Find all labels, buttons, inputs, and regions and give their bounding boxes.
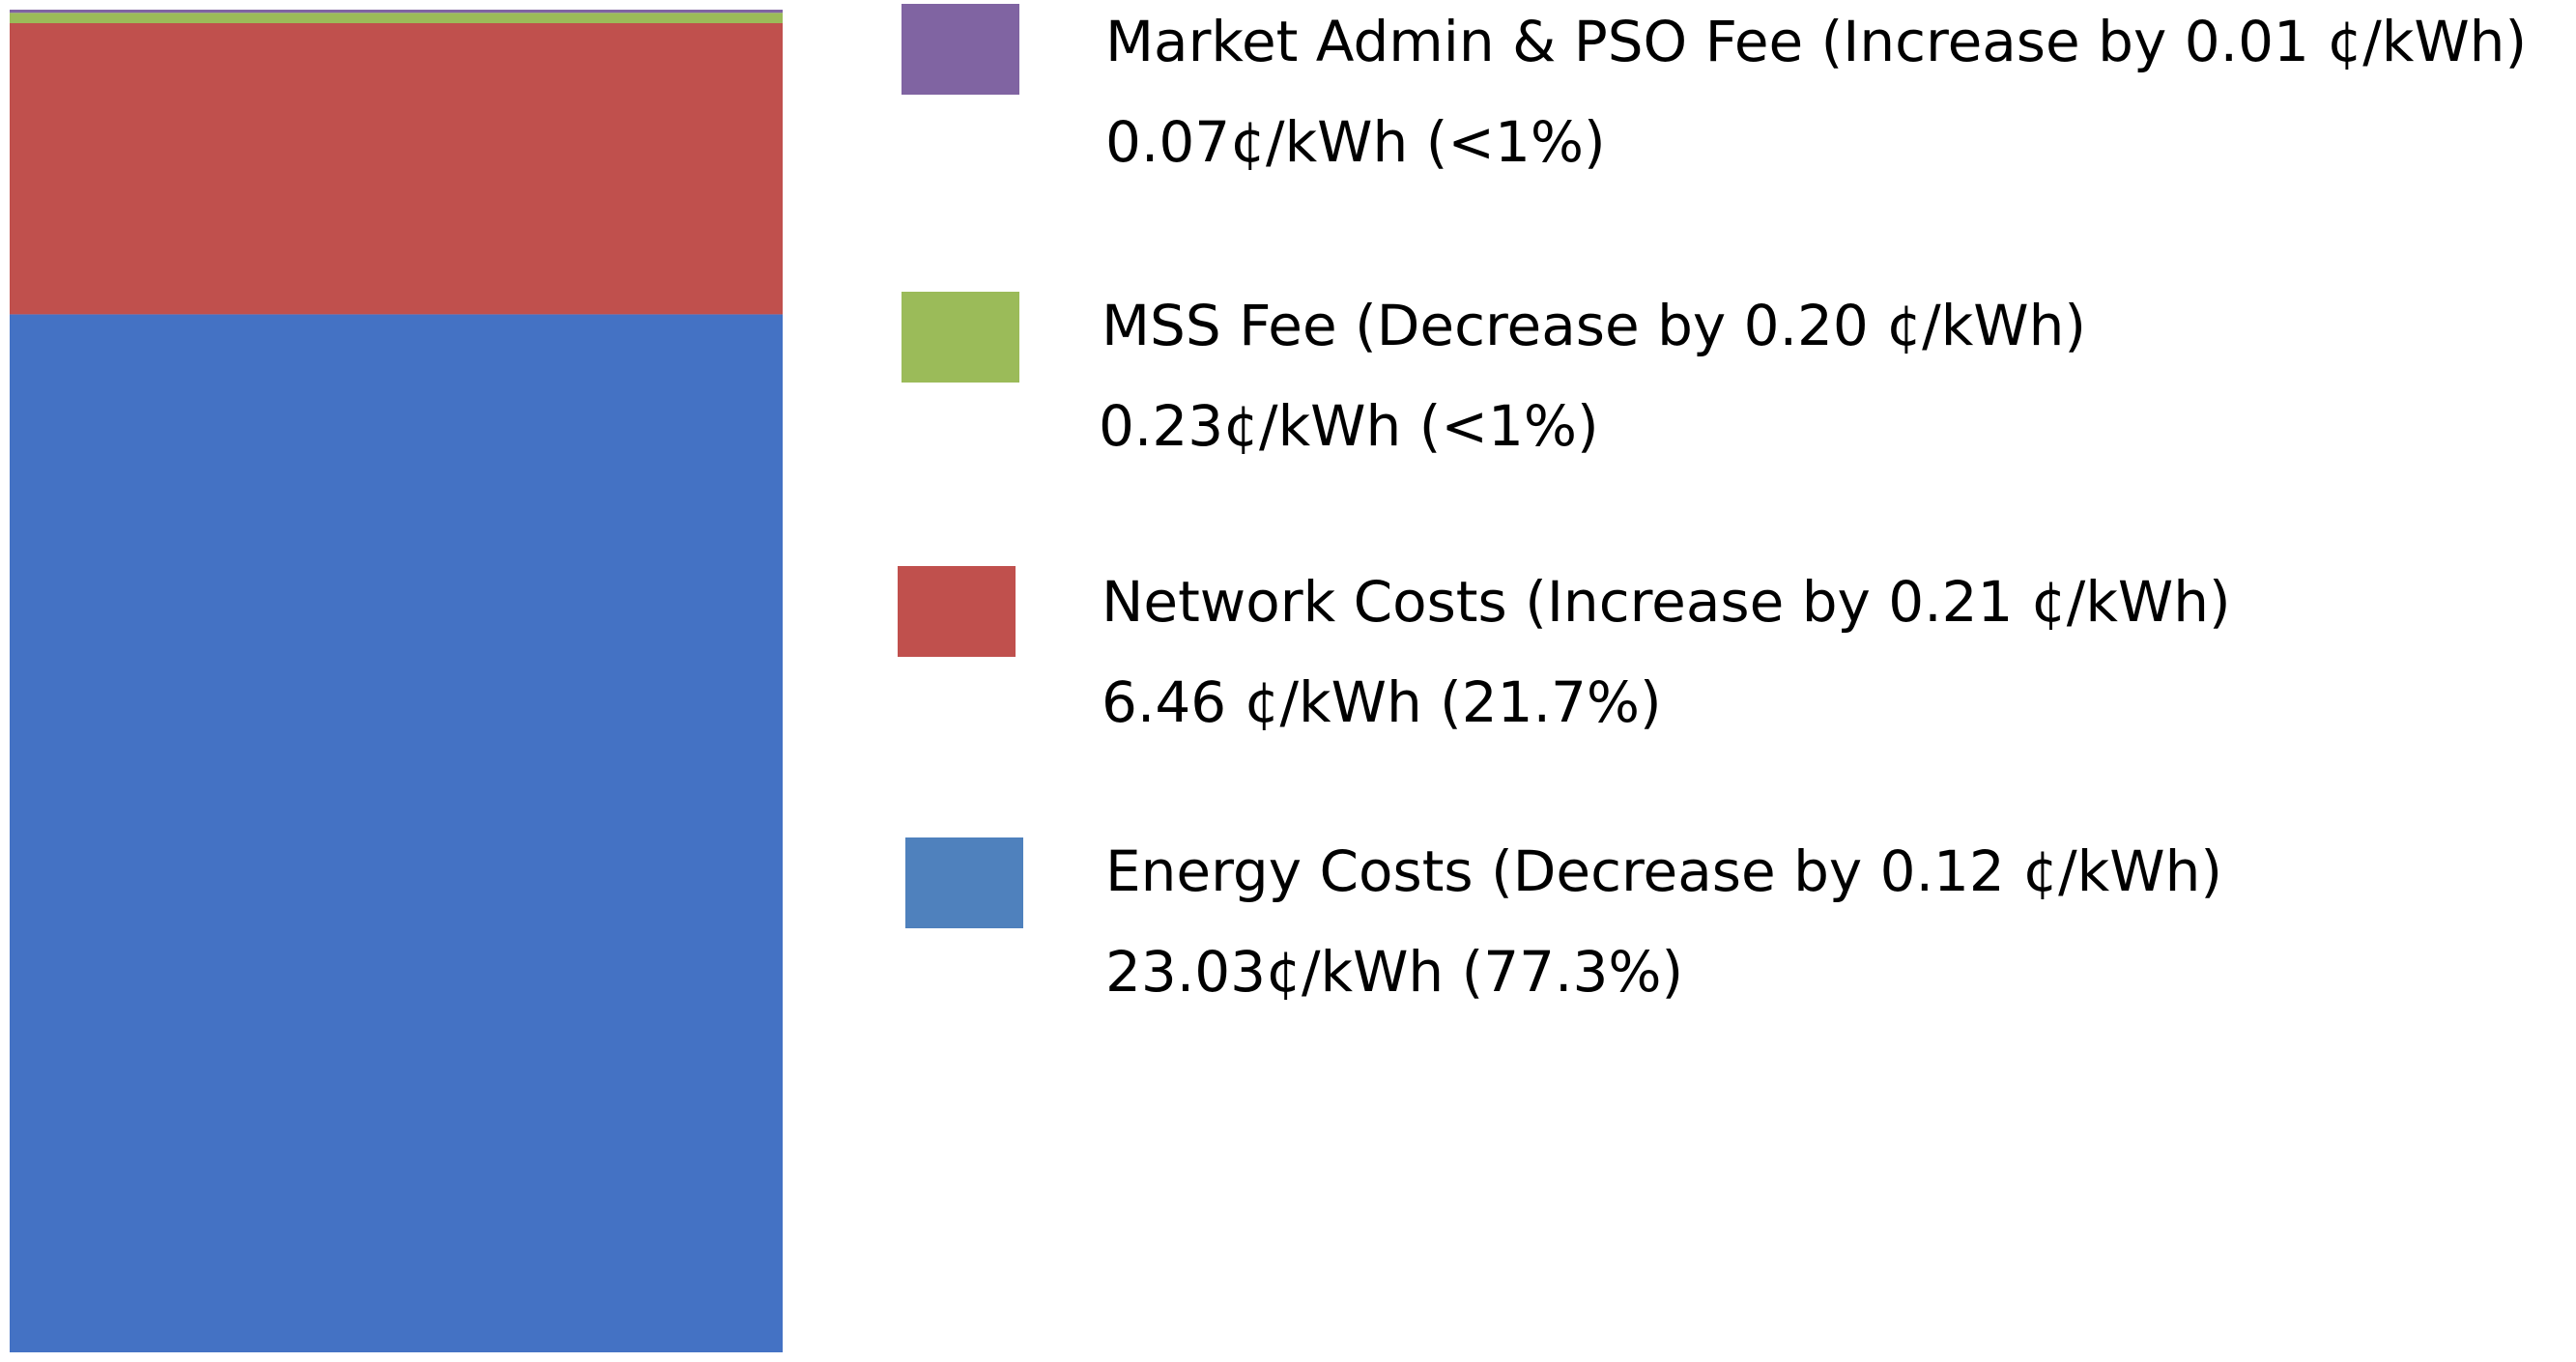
stacked-bar: [10, 10, 783, 1353]
legend-item-mss-fee: MSS Fee (Decrease by 0.20 ¢/kWh) 0.23¢/k…: [0, 280, 2576, 493]
legend-value-energy-costs: 23.03¢/kWh (77.3%): [1105, 939, 1684, 1005]
legend-swatch-energy-costs: [905, 837, 1023, 928]
bar-segment-energy-costs: [10, 314, 783, 1353]
legend-label-market-admin-pso-fee: Market Admin & PSO Fee (Increase by 0.01…: [1105, 9, 2528, 74]
legend-value-market-admin-pso-fee: 0.07¢/kWh (<1%): [1105, 109, 1606, 175]
legend-label-energy-costs: Energy Costs (Decrease by 0.12 ¢/kWh): [1105, 838, 2223, 904]
legend-label-mss-fee: MSS Fee (Decrease by 0.20 ¢/kWh): [1102, 293, 2087, 358]
legend-swatch-network-costs: [898, 566, 1016, 657]
legend-swatch-mss-fee: [902, 292, 1019, 383]
legend-value-mss-fee: 0.23¢/kWh (<1%): [1099, 393, 1599, 459]
legend-item-energy-costs: Energy Costs (Decrease by 0.12 ¢/kWh) 23…: [0, 826, 2576, 1038]
legend-item-network-costs: Network Costs (Increase by 0.21 ¢/kWh) 6…: [0, 558, 2576, 771]
bar-segment-mss-fee: [10, 13, 783, 23]
legend-swatch-market-admin-pso-fee: [902, 4, 1019, 95]
bar-segment-market-admin-and-pso-fee: [10, 10, 783, 14]
legend-value-network-costs: 6.46 ¢/kWh (21.7%): [1102, 669, 1662, 735]
bar-segment-network-costs: [10, 22, 783, 315]
legend-item-market-admin-pso-fee: Market Admin & PSO Fee (Increase by 0.01…: [0, 0, 2576, 213]
legend-label-network-costs: Network Costs (Increase by 0.21 ¢/kWh): [1102, 569, 2231, 635]
